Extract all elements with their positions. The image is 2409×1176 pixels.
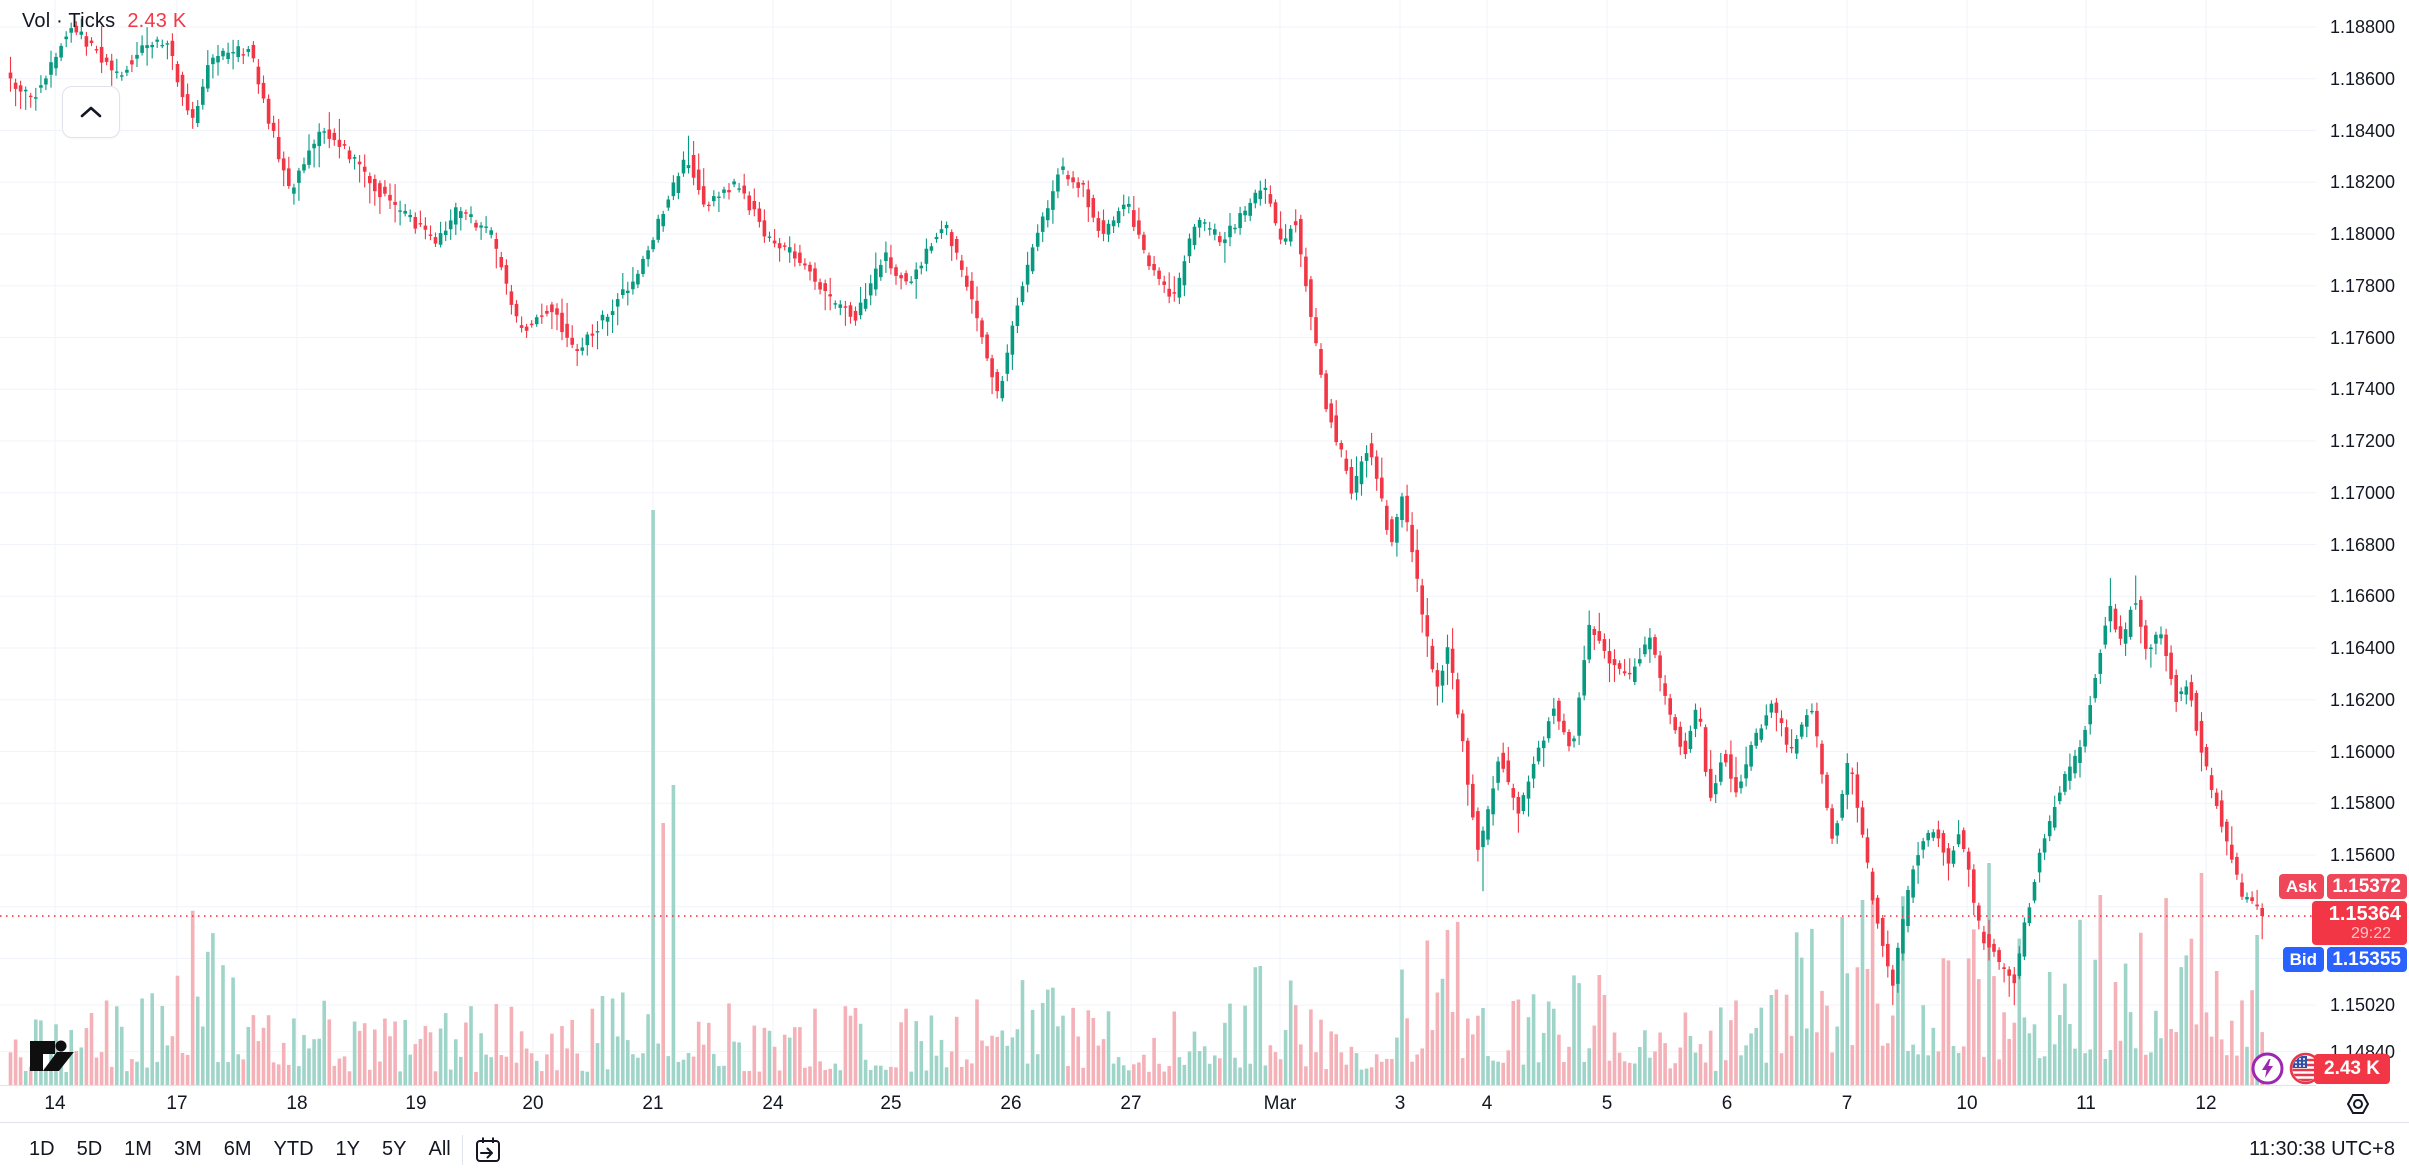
time-axis-label[interactable]: 5 xyxy=(1601,1093,1613,1114)
range-button-6m[interactable]: 6M xyxy=(219,1136,257,1163)
time-axis[interactable]: 14 17 18 19 20 21 24 25 26 27 Mar 3 4 5 6 7 10 11 12 xyxy=(0,1086,2409,1123)
price-axis-label: 1.17800 xyxy=(2330,275,2396,296)
price-axis-label: 1.15800 xyxy=(2330,793,2396,814)
instant-trade-lightning-icon[interactable] xyxy=(2251,1052,2284,1085)
time-axis-label[interactable]: 26 xyxy=(1000,1093,1022,1114)
volume-legend: Vol · Ticks 2.43 K xyxy=(22,10,186,33)
price-axis-label: 1.17400 xyxy=(2330,379,2396,400)
time-axis-label[interactable]: 11 xyxy=(2076,1093,2096,1114)
price-axis-label: 1.18400 xyxy=(2330,120,2396,141)
date-range-switcher: 1D 5D 1M 3M 6M YTD 1Y 5Y All xyxy=(24,1136,456,1163)
range-button-1d[interactable]: 1D xyxy=(24,1136,60,1163)
last-price-badge: 1.15364 29:22 xyxy=(2312,901,2407,946)
volume-legend-value: 2.43 K xyxy=(127,10,187,32)
price-axis-label: 1.16000 xyxy=(2330,741,2396,762)
price-axis-label: 1.18600 xyxy=(2330,68,2396,89)
price-axis-label: 1.18200 xyxy=(2330,172,2396,193)
time-axis-label[interactable]: 17 xyxy=(166,1093,188,1114)
volume-legend-title: Vol · Ticks xyxy=(22,10,116,32)
time-axis-label[interactable]: 3 xyxy=(1394,1093,1406,1114)
volume-bars xyxy=(8,510,2264,1085)
ask-price-badge: Ask 1.15372 xyxy=(2278,874,2407,900)
candlestick-chart[interactable] xyxy=(0,0,2409,1086)
volume-count-badge: 2.43 K xyxy=(2314,1054,2390,1084)
time-axis-label[interactable]: 7 xyxy=(1841,1093,1853,1114)
bid-value: 1.15355 xyxy=(2327,947,2407,973)
session-clock: 11:30:38 UTC+8 xyxy=(2249,1138,2395,1160)
range-button-5d[interactable]: 5D xyxy=(72,1136,108,1163)
price-axis-label: 1.17600 xyxy=(2330,327,2396,348)
tradingview-logo-icon[interactable] xyxy=(28,1032,78,1078)
price-axis-label: 1.17200 xyxy=(2330,431,2396,451)
range-button-3m[interactable]: 3M xyxy=(169,1136,207,1163)
time-axis-label[interactable]: 12 xyxy=(2195,1093,2217,1114)
bid-label: Bid xyxy=(2282,947,2324,973)
price-axis-label: 1.16400 xyxy=(2330,638,2396,658)
price-axis-label: 1.18000 xyxy=(2330,224,2396,244)
time-axis-label[interactable]: 27 xyxy=(1120,1093,1142,1114)
time-axis-label[interactable]: 21 xyxy=(642,1093,664,1114)
price-axis-label: 1.16800 xyxy=(2330,534,2396,555)
price-axis-label: 1.18800 xyxy=(2330,17,2396,37)
ask-label: Ask xyxy=(2278,874,2324,900)
bid-price-badge: Bid 1.15355 xyxy=(2282,947,2407,973)
time-axis-label[interactable]: 18 xyxy=(286,1093,308,1114)
price-axis-label: 1.17000 xyxy=(2330,482,2396,503)
time-axis-label[interactable]: 6 xyxy=(1721,1093,1733,1114)
price-axis-label: 1.15600 xyxy=(2330,845,2396,865)
price-axis-label: 1.15020 xyxy=(2330,995,2396,1016)
bottom-toolbar: 1D 5D 1M 3M 6M YTD 1Y 5Y All 11:30:38 UTC+8 xyxy=(0,1123,2409,1176)
time-axis-label[interactable]: 14 xyxy=(44,1093,66,1114)
last-price-value: 1.15364 xyxy=(2328,903,2401,926)
toolbar-separator xyxy=(461,1134,463,1165)
go-to-date-calendar-icon[interactable] xyxy=(473,1135,503,1165)
price-scale-settings-icon[interactable] xyxy=(2344,1090,2372,1118)
chevron-up-icon xyxy=(80,106,102,118)
range-button-1m[interactable]: 1M xyxy=(119,1136,157,1163)
price-axis-label: 1.16200 xyxy=(2330,689,2396,710)
price-axis-label: 1.16600 xyxy=(2330,586,2396,607)
range-button-ytd[interactable]: YTD xyxy=(269,1136,319,1163)
bar-countdown: 29:22 xyxy=(2350,925,2391,943)
time-axis-label[interactable]: 4 xyxy=(1481,1093,1493,1114)
time-axis-label[interactable]: 10 xyxy=(1956,1093,1978,1114)
time-axis-label[interactable]: 25 xyxy=(880,1093,902,1114)
time-axis-label[interactable]: 24 xyxy=(762,1093,784,1114)
range-button-all[interactable]: All xyxy=(423,1136,455,1163)
time-axis-label[interactable]: 20 xyxy=(522,1093,544,1114)
range-button-1y[interactable]: 1Y xyxy=(331,1136,365,1163)
expand-pane-button[interactable] xyxy=(62,86,120,138)
time-axis-label[interactable]: Mar xyxy=(1263,1093,1297,1114)
time-axis-label[interactable]: 19 xyxy=(405,1093,427,1114)
candles-layer xyxy=(8,18,2264,1006)
range-button-5y[interactable]: 5Y xyxy=(377,1136,411,1163)
ask-value: 1.15372 xyxy=(2327,874,2407,900)
